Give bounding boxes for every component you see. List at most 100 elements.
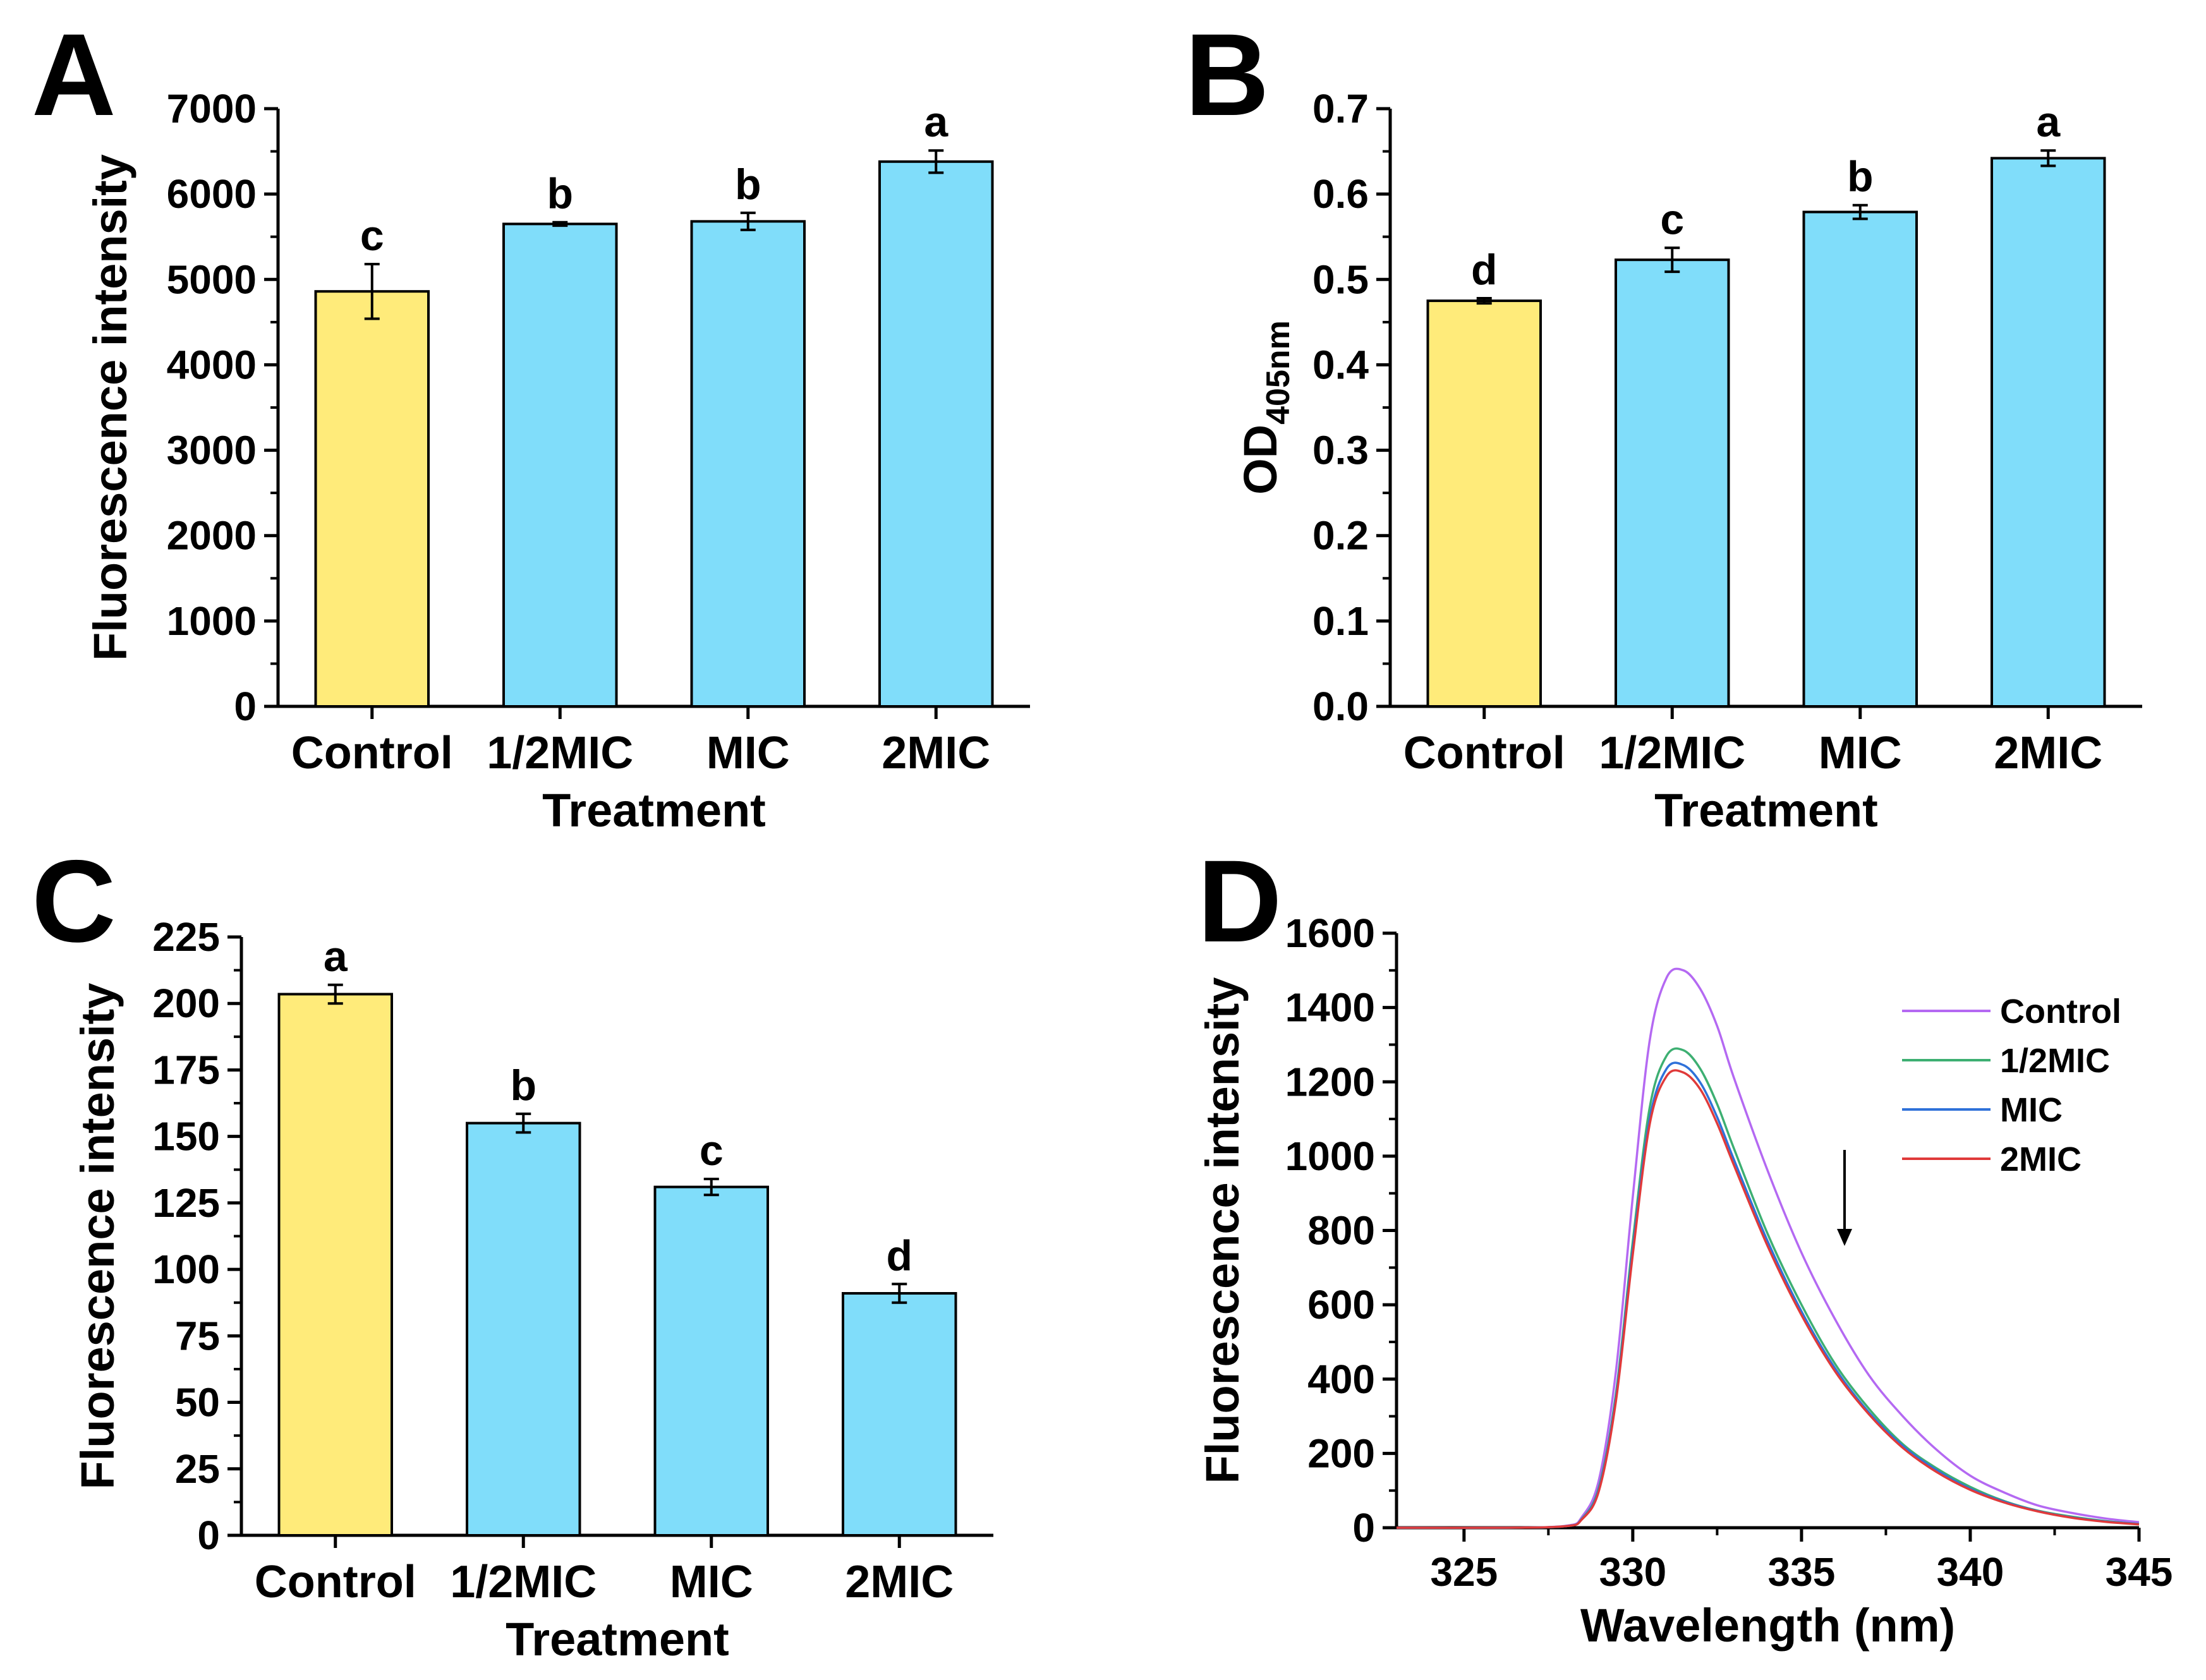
panel-a-ytick-label: 0 [234,684,257,729]
panel-d-series-line [1396,1061,2140,1529]
panel-b-significance-letter: c [1660,195,1684,243]
panel-label-c: C [32,837,116,967]
panel-d-x-axis-title: Wavelength (nm) [1580,1599,1955,1652]
panel-c-ytick-label: 0 [197,1513,220,1558]
panel-b-y-axis-title-main: OD [1234,425,1287,495]
panel-a-significance-letter: a [924,98,948,146]
chart-panel-a: 0 1000 2000 3000 4000 5000 6000 7000 c Control b 1/… [84,86,1030,837]
panel-c-ytick-label: 100 [152,1247,220,1292]
panel-d-xtick-label: 345 [2106,1549,2173,1595]
panel-b-bar [1802,210,1918,708]
panel-d-ytick-label: 1400 [1285,985,1375,1030]
panel-d-legend-label: MIC [2000,1091,2063,1129]
panel-b-ytick-label: 0.4 [1312,342,1369,387]
panel-a-bar [314,290,430,708]
panel-b-xtick-label: 2MIC [1994,728,2102,778]
panel-a-ytick-label: 7000 [167,86,257,131]
panel-b-ytick-label: 0.0 [1312,684,1369,729]
panel-b-x-axis-title: Treatment [1654,784,1878,837]
panel-c-ytick-label: 25 [175,1446,220,1492]
panel-b-bar [1991,157,2106,708]
panel-d-ytick-label: 1200 [1285,1059,1375,1104]
panel-b-bar [1426,299,1542,708]
panel-b-ytick-label: 0.5 [1312,257,1369,302]
panel-a-significance-letter: b [735,160,761,208]
panel-d-y-axis-title: Fluorescence intensity [1196,977,1249,1484]
panel-b-xtick-label: Control [1403,728,1565,778]
panel-d-series-line [1396,1069,2140,1529]
panel-a-x-axis-title: Treatment [542,784,766,837]
panel-d-legend-label: Control [2000,993,2121,1030]
panel-c-significance-letter: b [510,1061,536,1109]
panel-b-bar [1615,258,1730,708]
panel-d-xtick-label: 335 [1768,1549,1836,1595]
panel-label-d: D [1197,837,1282,967]
panel-b-ytick-label: 0.1 [1312,598,1369,644]
panel-d-ytick-label: 600 [1307,1282,1375,1327]
panel-d-legend-label: 1/2MIC [2000,1042,2110,1080]
panel-d-ytick-label: 800 [1307,1208,1375,1254]
panel-c-ytick-label: 150 [152,1114,220,1159]
panel-b-ytick-label: 0.3 [1312,428,1369,473]
panel-b-xtick-label: MIC [1819,728,1902,778]
panel-c-x-axis-title: Treatment [506,1613,729,1665]
panel-d-ytick-label: 0 [1352,1505,1375,1550]
panel-c-ytick-label: 200 [152,981,220,1026]
panel-c-bar [842,1291,957,1537]
panel-c-ytick-label: 75 [175,1313,220,1358]
panel-d-series-line [1396,967,2140,1529]
panel-b-significance-letter: a [2036,98,2061,146]
panel-d-ytick-label: 200 [1307,1430,1375,1476]
panel-c-bar [653,1185,769,1537]
panel-a-ytick-label: 4000 [167,342,257,387]
chart-panel-d: 0 200 400 600 800 1000 1200 1400 1600 325 330 335 34… [1196,910,2173,1652]
panel-c-bar [466,1121,581,1537]
panel-c-significance-letter: d [886,1231,912,1279]
panel-c-ytick-label: 175 [152,1047,220,1092]
panel-label-b: B [1185,10,1270,140]
panel-d-xtick-label: 325 [1430,1549,1498,1595]
panel-c-significance-letter: c [700,1127,724,1175]
panel-a-ytick-label: 5000 [167,257,257,302]
chart-panel-b: 0.0 0.1 0.2 0.3 0.4 0.5 0.6 0.7 d Control c 1/2MIC b… [1234,86,2142,837]
panel-d-ytick-label: 400 [1307,1357,1375,1402]
panel-d-ytick-label: 1000 [1285,1133,1375,1179]
panel-b-y-axis-title-sub: 405nm [1260,320,1297,425]
panel-a-bar [502,222,618,708]
panel-a-bar [690,220,806,708]
panel-d-arrow-head [1837,1229,1852,1246]
panel-d-xtick-label: 330 [1599,1549,1666,1595]
panel-b-ytick-label: 0.7 [1312,86,1369,131]
panel-d-ytick-label: 1600 [1285,910,1375,956]
panel-a-xtick-label: 1/2MIC [487,728,633,778]
panel-a-xtick-label: MIC [706,728,790,778]
panel-b-significance-letter: b [1847,153,1874,201]
panel-b-y-axis-title: OD405nm [1234,320,1297,495]
panel-a-ytick-label: 1000 [167,598,257,644]
panel-c-xtick-label: MIC [670,1557,753,1607]
panel-label-a: A [32,10,116,140]
panel-c-ytick-label: 225 [152,914,220,960]
panel-c-y-axis-title: Fluorescence intensity [71,983,124,1490]
panel-a-xtick-label: 2MIC [882,728,990,778]
panel-b-ytick-label: 0.6 [1312,171,1369,217]
panel-c-bar [277,993,393,1537]
panel-a-ytick-label: 3000 [167,428,257,473]
panel-a-y-axis-title: Fluorescence intensity [84,154,136,661]
chart-panel-c: 0 25 50 75 100 125 150 175 200 225 a Control b 1/2MIC… [71,914,993,1665]
panel-c-ytick-label: 50 [175,1380,220,1425]
panel-a-ytick-label: 2000 [167,513,257,559]
panel-b-significance-letter: d [1471,246,1498,294]
panel-a-ytick-label: 6000 [167,171,257,217]
panel-c-significance-letter: a [324,933,348,981]
panel-d-legend-label: 2MIC [2000,1140,2082,1178]
panel-a-significance-letter: b [547,170,573,218]
panel-c-xtick-label: 1/2MIC [450,1557,597,1607]
panel-d-xtick-label: 340 [1937,1549,2004,1595]
panel-a-bar [878,160,994,708]
panel-a-xtick-label: Control [291,728,453,778]
panel-c-xtick-label: Control [255,1557,416,1607]
panel-a-significance-letter: c [360,212,384,260]
panel-c-ytick-label: 125 [152,1180,220,1226]
